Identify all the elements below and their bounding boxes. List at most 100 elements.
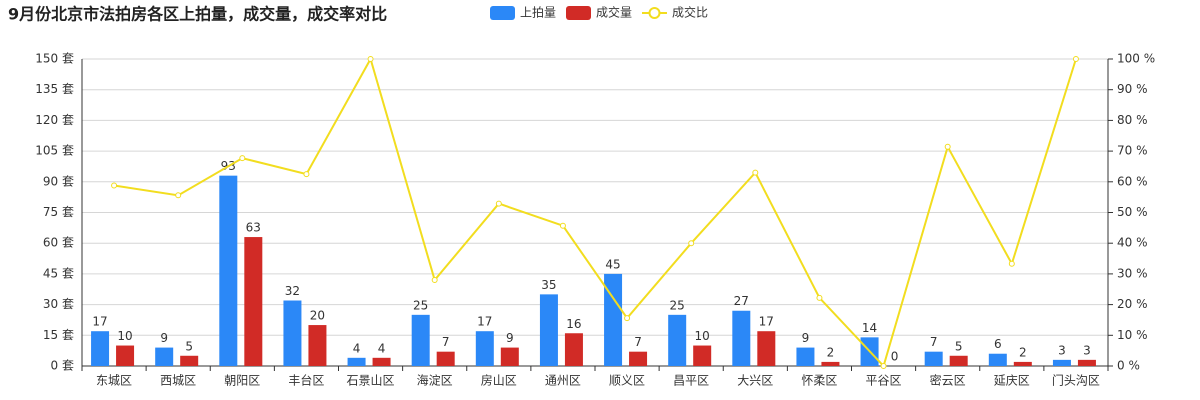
data-label: 16 [566, 317, 581, 331]
data-label: 35 [541, 278, 556, 292]
bar [155, 347, 174, 366]
data-label: 9 [802, 331, 810, 345]
data-label: 20 [310, 309, 325, 323]
data-label: 45 [605, 257, 620, 271]
y-tick-label: 90 套 [43, 174, 74, 188]
data-label: 3 [1083, 343, 1091, 357]
data-label: 7 [442, 335, 450, 349]
y-tick-label: 15 套 [43, 328, 74, 342]
line-point [239, 155, 246, 162]
y2-tick-label: 40 % [1117, 236, 1148, 250]
line-point [431, 277, 438, 284]
x-tick-label: 平谷区 [866, 374, 902, 388]
bar [347, 357, 366, 366]
bar [821, 361, 840, 366]
line-point [111, 182, 118, 189]
data-label: 0 [891, 350, 899, 364]
data-label: 3 [1058, 343, 1066, 357]
x-tick-label: 朝阳区 [224, 374, 260, 388]
data-label: 2 [1019, 345, 1027, 359]
y-tick-label: 120 套 [35, 113, 74, 127]
y-tick-label: 30 套 [43, 297, 74, 311]
line-point [175, 192, 182, 199]
bar [411, 314, 430, 366]
bar [219, 175, 238, 366]
y-tick-label: 45 套 [43, 266, 74, 280]
line-point [688, 240, 695, 247]
bar [539, 294, 558, 366]
bar [732, 310, 751, 366]
x-tick-label: 东城区 [96, 374, 132, 388]
bar [1077, 359, 1096, 366]
y2-tick-label: 100 % [1117, 52, 1155, 66]
data-label: 27 [734, 294, 749, 308]
y2-tick-label: 90 % [1117, 82, 1148, 96]
x-tick-label: 延庆区 [994, 374, 1030, 388]
bar [283, 300, 302, 366]
bar [757, 331, 776, 366]
data-label: 17 [759, 315, 774, 329]
legend: 上拍量 成交量 成交比 [490, 5, 708, 20]
y-tick-label: 105 套 [35, 144, 74, 158]
x-tick-label: 门头沟区 [1052, 373, 1100, 388]
data-label: 5 [955, 339, 963, 353]
bar [949, 355, 968, 366]
x-tick-label: 密云区 [930, 373, 966, 388]
line-point [624, 315, 631, 322]
x-tick-label: 丰台区 [288, 373, 324, 388]
data-label: 14 [862, 321, 877, 335]
bar [308, 325, 327, 366]
y2-tick-label: 10 % [1117, 328, 1148, 342]
data-label: 17 [477, 315, 492, 329]
line-point [944, 143, 951, 150]
bar [924, 351, 943, 366]
y-tick-label: 0 套 [51, 359, 74, 373]
x-tick-label: 通州区 [545, 374, 581, 388]
bar [91, 331, 110, 366]
bar [564, 333, 583, 366]
y2-tick-label: 0 % [1117, 359, 1140, 373]
bar [372, 357, 391, 366]
line-point [880, 363, 887, 369]
line-point [1008, 260, 1015, 267]
legend-swatch [490, 6, 515, 20]
y-tick-label: 150 套 [35, 52, 74, 66]
line-point [559, 222, 566, 229]
bar [604, 273, 623, 366]
line-point [303, 171, 310, 178]
data-label: 4 [353, 341, 361, 355]
bar [988, 353, 1007, 366]
legend-marker [648, 7, 661, 19]
x-tick-label: 房山区 [481, 373, 517, 388]
bar [796, 347, 815, 366]
line-series [113, 56, 1077, 368]
legend-swatch [566, 6, 591, 20]
bar [475, 331, 494, 366]
data-label: 7 [930, 335, 938, 349]
data-label: 10 [117, 329, 132, 343]
data-label: 25 [670, 298, 685, 312]
bar [693, 345, 712, 366]
x-tick-label: 西城区 [160, 374, 196, 388]
data-label: 6 [994, 337, 1002, 351]
bar [668, 314, 687, 366]
data-label: 9 [506, 331, 514, 345]
x-tick-label: 顺义区 [609, 374, 645, 388]
y2-tick-label: 30 % [1117, 266, 1148, 280]
data-label: 17 [92, 315, 107, 329]
line-point [367, 56, 374, 62]
bar [244, 237, 263, 366]
data-label: 9 [160, 331, 168, 345]
line-point [1072, 56, 1079, 62]
data-label: 5 [185, 339, 193, 353]
line-point [495, 200, 502, 207]
line-point [816, 294, 823, 301]
y2-tick-label: 70 % [1117, 144, 1148, 158]
bar [116, 345, 135, 366]
data-label: 2 [827, 345, 835, 359]
x-tick-label: 石景山区 [347, 374, 395, 388]
data-label: 7 [634, 335, 642, 349]
x-tick-label: 昌平区 [673, 374, 709, 388]
y-tick-label: 75 套 [43, 205, 74, 219]
